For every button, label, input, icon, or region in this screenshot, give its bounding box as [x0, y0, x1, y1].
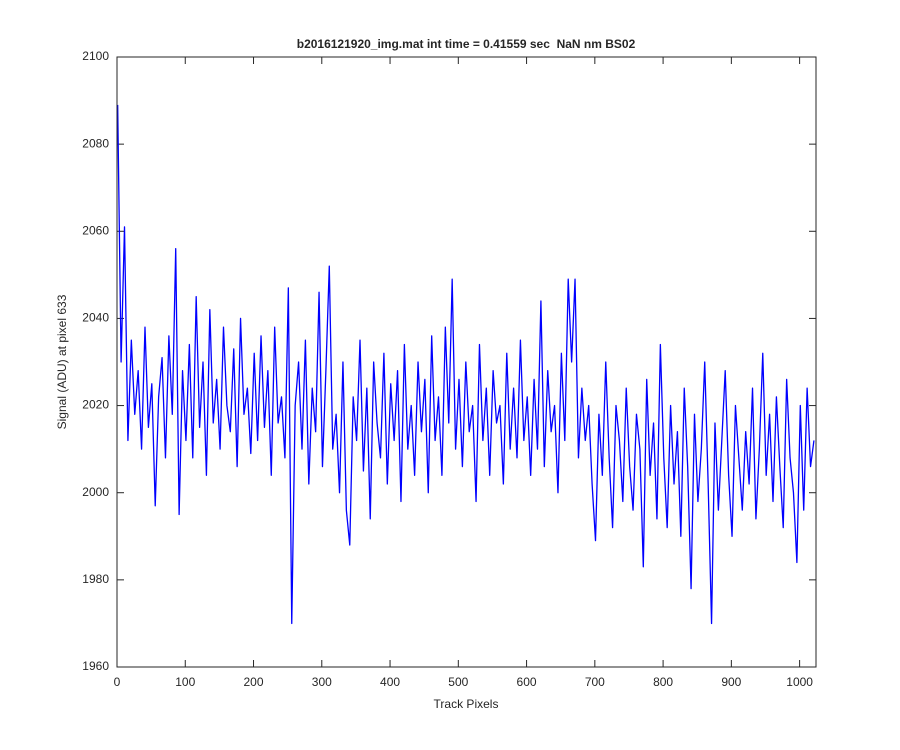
axes-box: [116, 56, 817, 668]
chart-title: b2016121920_img.mat int time = 0.41559 s…: [297, 37, 636, 51]
y-tick-label: 2040: [82, 311, 109, 325]
y-tick-label: 2020: [82, 398, 109, 412]
x-axis-label: Track Pixels: [434, 697, 499, 711]
y-tick-label: 2000: [82, 485, 109, 499]
x-tick-label: 300: [312, 675, 332, 689]
x-tick-label: 100: [175, 675, 195, 689]
x-tick-label: 900: [721, 675, 741, 689]
x-tick-label: 500: [448, 675, 468, 689]
data-line: [117, 104, 815, 625]
y-axis-label: Signal (ADU) at pixel 633: [55, 294, 69, 429]
y-tick-label: 2080: [82, 136, 109, 150]
x-tick-label: 700: [585, 675, 605, 689]
y-tick-label: 2060: [82, 223, 109, 237]
y-tick-label: 2100: [82, 49, 109, 63]
x-tick-label: 1000: [786, 675, 813, 689]
x-tick-label: 800: [653, 675, 673, 689]
x-tick-label: 0: [114, 675, 121, 689]
x-tick-label: 600: [517, 675, 537, 689]
x-tick-label: 200: [244, 675, 264, 689]
x-tick-label: 400: [380, 675, 400, 689]
y-tick-label: 1980: [82, 572, 109, 586]
y-tick-label: 1960: [82, 659, 109, 673]
